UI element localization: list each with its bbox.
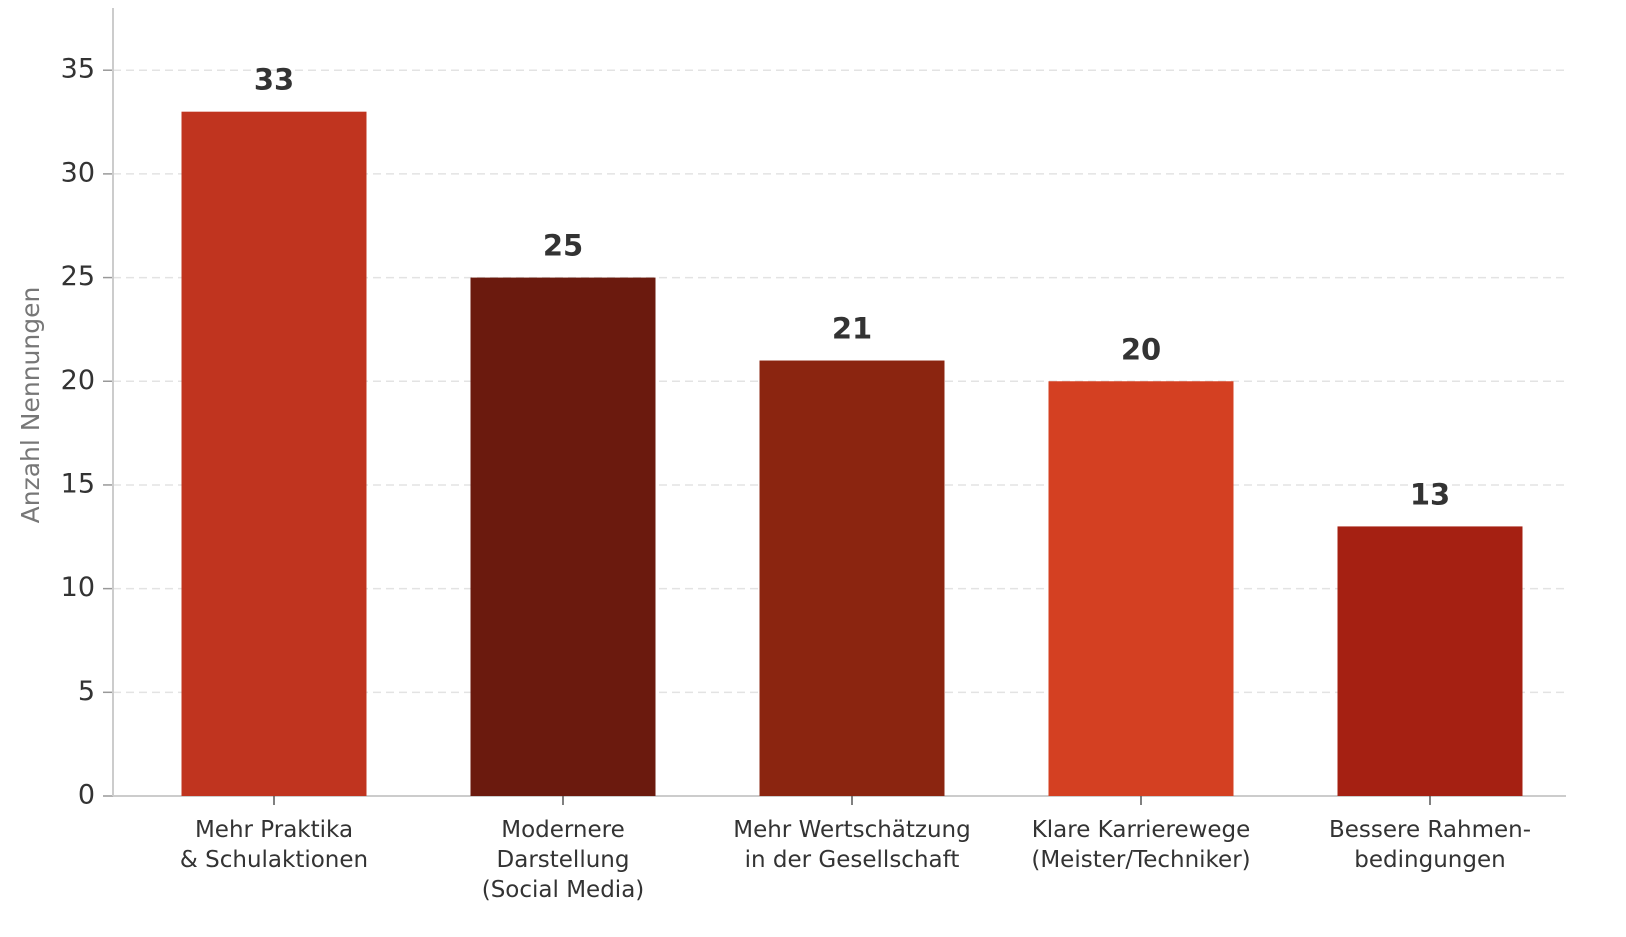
y-tick-label: 0 (78, 780, 95, 811)
y-tick-label: 5 (78, 676, 95, 707)
y-axis-label: Anzahl Nennungen (16, 287, 45, 524)
value-label: 20 (1121, 332, 1161, 366)
x-tick-label: Klare Karrierewege (Meister/Techniker) (1031, 817, 1250, 873)
value-label: 25 (543, 229, 583, 263)
bar (759, 360, 945, 796)
y-tick-label: 20 (61, 365, 95, 396)
x-tick-label: Modernere Darstellung (Social Media) (482, 817, 645, 903)
bar (181, 111, 367, 797)
y-tick-label: 25 (61, 261, 95, 292)
value-label: 13 (1410, 477, 1450, 511)
y-tick-label: 15 (61, 468, 95, 499)
x-tick-label: Mehr Wertschätzung in der Gesellschaft (733, 817, 971, 873)
bar (1337, 526, 1523, 796)
bar (470, 277, 656, 796)
value-label: 21 (832, 312, 872, 346)
value-label: 33 (254, 63, 294, 97)
y-tick-label: 35 (61, 54, 95, 85)
y-tick-label: 10 (61, 572, 95, 603)
x-tick-label: Mehr Praktika & Schulaktionen (180, 817, 368, 873)
y-tick-label: 30 (61, 157, 95, 188)
bar (1048, 381, 1234, 796)
x-tick-label: Bessere Rahmen-bedingungen (1329, 817, 1531, 873)
